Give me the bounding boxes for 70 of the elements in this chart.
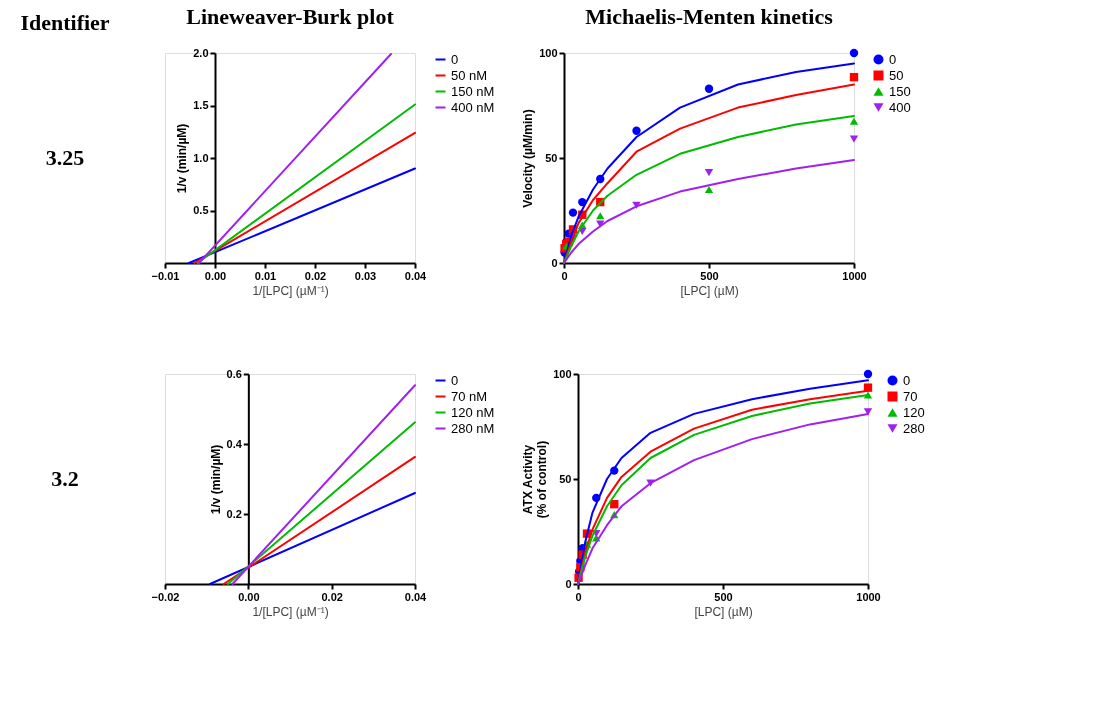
legend-label: 0 [451,51,459,67]
y-tick-label: 100 [539,46,558,59]
y-axis-title: Velocity (µM/min) [521,109,536,208]
point [704,84,714,93]
x-tick-label: 0.04 [404,269,428,282]
y-tick-label: 0 [565,577,572,590]
legend-label: 150 nM [451,83,495,99]
chart-title: Lineweaver-Burk plot [186,4,395,29]
x-tick-label: 0 [575,590,582,603]
x-axis-title: [LPC] (µM) [680,283,739,298]
legend-label: 0 [451,372,459,388]
legend-label: 0 [889,51,897,67]
legend-label: 400 [889,99,911,115]
x-tick-label: 0.00 [204,269,227,282]
point [568,208,578,217]
y-tick-label: 2.0 [193,46,209,59]
x-tick-label: 0.04 [404,590,428,603]
legend-label: 50 nM [451,67,488,83]
legend-label: 280 [903,420,925,436]
x-axis-title: [LPC] (µM) [694,604,753,619]
text: 3.25 [45,145,85,170]
y-tick-label: 50 [559,472,572,485]
text: Identifier [20,10,110,35]
y-tick-label: 100 [553,367,572,380]
y-tick-label: 0 [551,256,558,269]
x-tick-label: 0.02 [304,269,327,282]
x-tick-label: 0.00 [238,590,260,603]
point [863,408,873,416]
legend-label: 120 [903,404,925,420]
point [849,117,859,125]
y-tick-label: 1.0 [193,151,209,164]
legend-label: 50 [889,67,904,83]
legend-label: 0 [903,372,911,388]
x-tick-label: 0.03 [354,269,377,282]
x-axis-title: 1/[LPC] (µM⁻¹) [252,283,329,298]
y-tick-label: 0.5 [193,204,209,216]
point [849,72,859,82]
y-axis-title: 1/v (min/µM) [175,123,190,194]
y-tick-label: 50 [545,151,558,164]
x-axis-title: 1/[LPC] (µM⁻¹) [252,604,329,619]
y-tick-label: 0.2 [226,507,242,520]
point [863,369,873,379]
legend-label: 150 [889,83,911,99]
point [632,126,641,135]
point [863,391,873,399]
x-tick-label: 1000 [842,269,867,282]
x-tick-label: −0.02 [151,590,180,603]
y-tick-label: 1.5 [193,99,209,111]
x-tick-label: 0.01 [254,269,277,282]
x-tick-label: −0.01 [151,269,180,282]
y-tick-label: 0.6 [226,367,242,380]
legend-label: 400 nM [451,99,495,115]
legend-label: 120 nM [451,404,495,420]
legend-label: 70 [903,388,918,404]
chart-title: Michaelis-Menten kinetics [585,4,834,29]
x-tick-label: 500 [714,590,733,603]
legend-label: 70 nM [451,388,488,404]
y-axis-title: 1/v (min/µM) [208,444,223,515]
point [849,135,859,143]
x-tick-label: 500 [700,269,719,282]
text: 3.2 [51,466,79,491]
x-tick-label: 1000 [856,590,881,603]
y-axis-title: ATX Activity (% of control) [521,440,550,519]
y-tick-label: 0.4 [226,437,243,450]
point [596,212,605,220]
x-tick-label: 0.02 [321,590,343,603]
point [704,169,714,177]
legend-label: 280 nM [451,420,495,436]
point [704,185,714,194]
point [849,48,859,58]
